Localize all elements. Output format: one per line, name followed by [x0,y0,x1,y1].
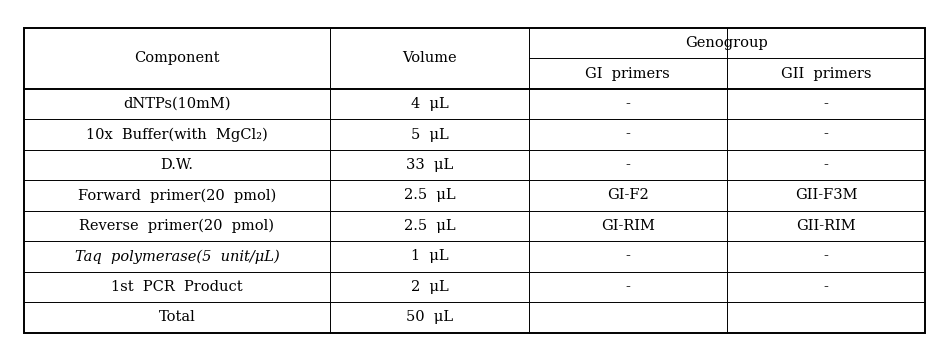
Bar [24,28,925,332]
Text: 1st  PCR  Product: 1st PCR Product [111,280,243,294]
Text: 50  μL: 50 μL [406,310,453,324]
Text: -: - [625,249,630,263]
Text: 2  μL: 2 μL [411,280,448,294]
Text: -: - [625,280,630,294]
Text: Volume: Volume [402,51,456,65]
Text: 4  μL: 4 μL [411,97,448,111]
Text: 5  μL: 5 μL [411,127,448,141]
Text: GII  primers: GII primers [781,66,871,80]
Text: -: - [824,97,828,111]
Text: -: - [625,127,630,141]
Text: -: - [625,158,630,172]
Text: 2.5  μL: 2.5 μL [403,188,456,202]
Text: 33  μL: 33 μL [406,158,453,172]
Text: -: - [625,97,630,111]
Text: GI-F2: GI-F2 [607,188,648,202]
Text: 10x  Buffer(with  MgCl₂): 10x Buffer(with MgCl₂) [86,127,268,142]
Text: Taq  polymerase(5  unit/μL): Taq polymerase(5 unit/μL) [75,249,279,264]
Text: Forward  primer(20  pmol): Forward primer(20 pmol) [78,188,276,203]
Text: Total: Total [158,310,195,324]
Text: GI-RIM: GI-RIM [601,219,655,233]
Text: Genogroup: Genogroup [685,36,769,50]
Text: -: - [824,280,828,294]
Text: -: - [824,249,828,263]
Text: 1  μL: 1 μL [411,249,448,263]
Text: -: - [824,158,828,172]
Text: GI  primers: GI primers [586,66,670,80]
Text: -: - [824,127,828,141]
Text: D.W.: D.W. [160,158,194,172]
Text: dNTPs(10mM): dNTPs(10mM) [123,97,231,111]
Text: 2.5  μL: 2.5 μL [403,219,456,233]
Text: GII-F3M: GII-F3M [795,188,857,202]
Text: Reverse  primer(20  pmol): Reverse primer(20 pmol) [80,219,274,233]
Text: Component: Component [134,51,220,65]
Text: GII-RIM: GII-RIM [796,219,856,233]
